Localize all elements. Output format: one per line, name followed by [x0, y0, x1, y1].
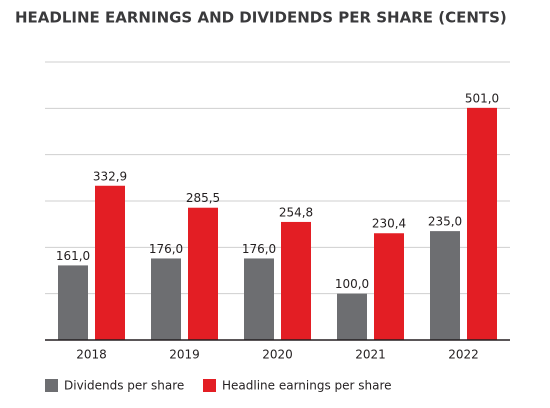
x-tick-label: 2018: [76, 348, 107, 362]
value-label: 100,0: [335, 277, 369, 291]
bar: [337, 293, 367, 340]
x-tick-label: 2019: [169, 348, 200, 362]
bar: [467, 107, 497, 341]
bar: [430, 231, 460, 340]
value-label: 176,0: [242, 242, 276, 256]
value-label: 285,5: [186, 191, 220, 205]
value-label: 235,0: [428, 215, 462, 229]
bar: [281, 221, 311, 340]
bar: [244, 258, 274, 340]
bar: [188, 207, 218, 340]
x-tick-label: 2021: [355, 348, 386, 362]
bar: [374, 233, 404, 340]
value-label: 254,8: [279, 205, 313, 219]
x-tick-label: 2022: [448, 348, 479, 362]
value-label: 176,0: [149, 242, 183, 256]
value-label: 161,0: [56, 249, 90, 263]
legend-label: Headline earnings per share: [222, 379, 392, 393]
bar: [58, 265, 88, 340]
bar: [151, 258, 181, 340]
value-label: 230,4: [372, 217, 406, 231]
legend-label: Dividends per share: [64, 379, 184, 393]
chart-title: HEADLINE EARNINGS AND DIVIDENDS PER SHAR…: [15, 9, 507, 27]
legend-swatch: [203, 379, 216, 392]
value-label: 332,9: [93, 169, 127, 183]
legend-swatch: [45, 379, 58, 392]
bar: [95, 185, 125, 340]
x-tick-label: 2020: [262, 348, 293, 362]
value-label: 501,0: [465, 91, 499, 105]
